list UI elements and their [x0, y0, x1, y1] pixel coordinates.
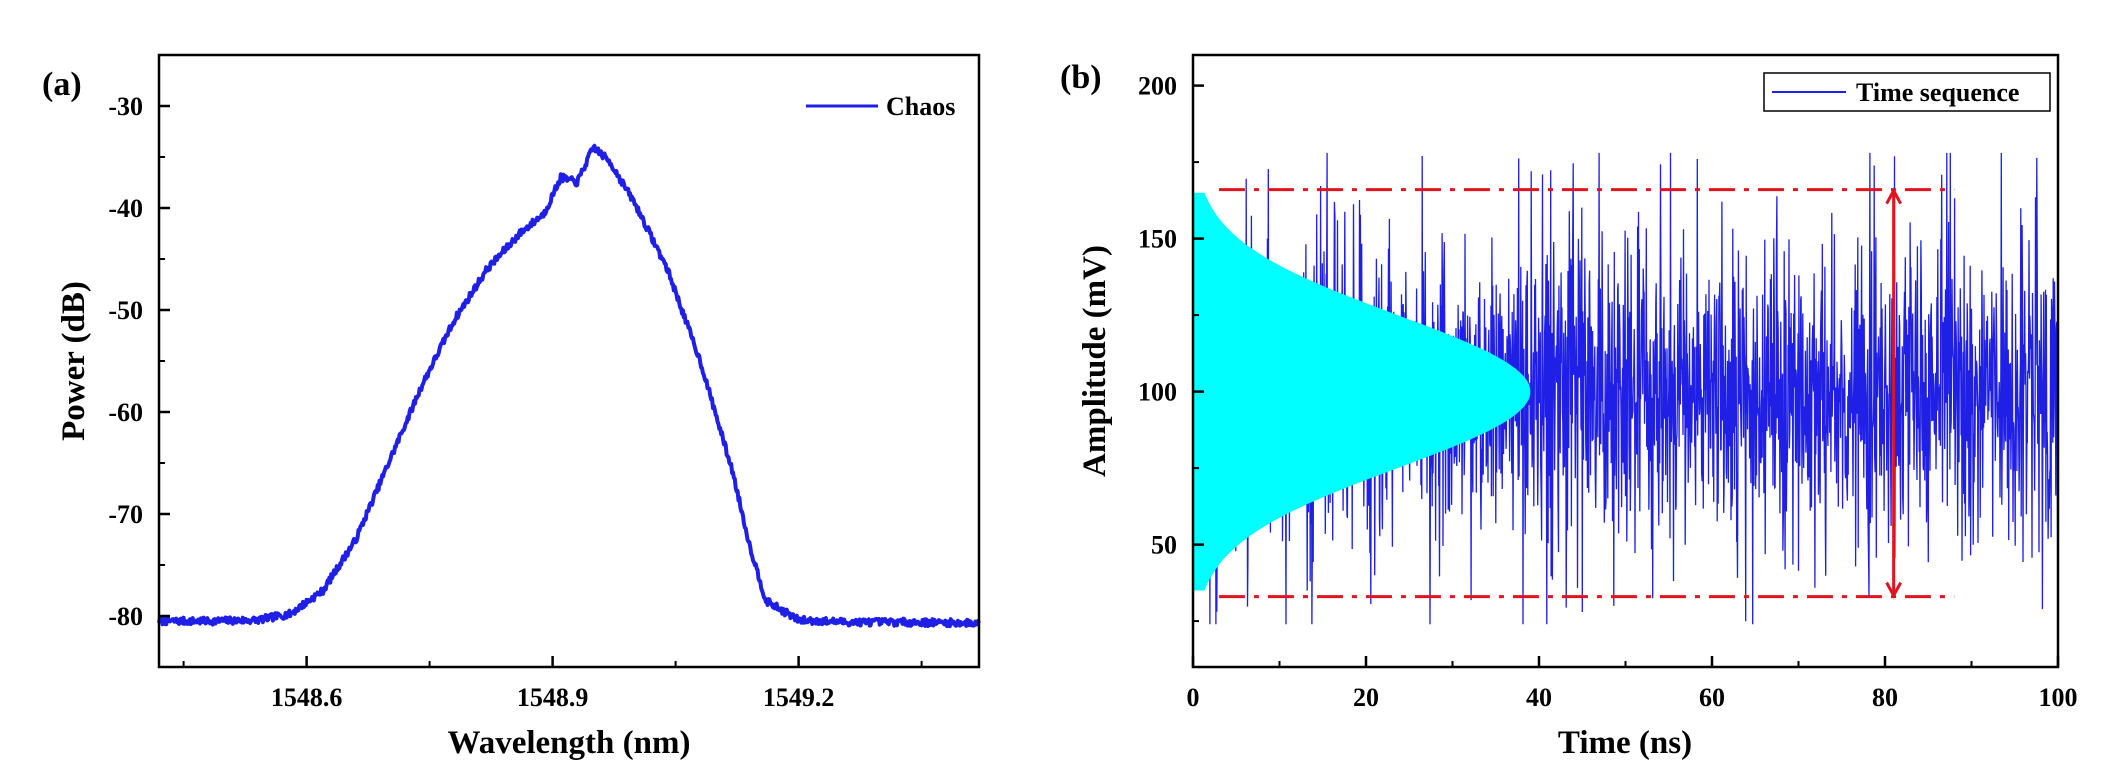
panel-b-y-tick-label: 200 — [1138, 72, 1177, 101]
panel-b-y-ticks: 50 100 150 200 — [1138, 72, 1204, 623]
panel-a-plot-content — [157, 143, 981, 629]
panel-a-x-ticks: 1548.6 1548.9 1549.2 — [182, 656, 923, 712]
panel-b-legend-label: Time sequence — [1856, 78, 2019, 107]
panel-b-y-tick-label: 100 — [1138, 378, 1177, 407]
panel-a-x-axis-label: Wavelength (nm) — [448, 725, 691, 761]
panel-a-x-tick-label: 1548.6 — [271, 683, 343, 712]
panel-b-y-tick-label: 150 — [1138, 225, 1177, 254]
panel-a-x-tick-label: 1548.9 — [517, 683, 589, 712]
panel-b-plot-content — [1192, 152, 2059, 625]
panel-a-y-tick-label: -30 — [108, 92, 143, 121]
panel-b-x-tick-label: 80 — [1872, 683, 1898, 712]
panel-a-frame — [157, 53, 981, 669]
panel-b-y-tick-label: 50 — [1151, 531, 1177, 560]
panel-b-x-tick-label: 20 — [1353, 683, 1379, 712]
panel-a-legend-label: Chaos — [886, 92, 955, 121]
panel-b-x-ticks: 0 20 40 60 80 100 — [1187, 656, 2078, 712]
panel-b-x-tick-label: 60 — [1699, 683, 1725, 712]
panel-b-x-tick-label: 0 — [1187, 683, 1200, 712]
panel-b-y-axis-label: Amplitude (mV) — [1077, 245, 1113, 477]
panel-a-spectrum-chart: (a) 1548.6 1548.9 1549.2 -80 -70 -60 -50 -40 -3… — [42, 53, 981, 761]
panel-a-label: (a) — [42, 66, 82, 103]
panel-a-y-ticks: -80 -70 -60 -50 -40 -30 — [108, 54, 170, 631]
panel-a-y-axis-label: Power (dB) — [56, 281, 92, 441]
panel-a-y-tick-label: -60 — [108, 398, 143, 427]
panel-b-time-sequence-chart: (b) 0 20 40 60 80 100 50 100 150 200 Time (ns) A… — [1060, 53, 2078, 761]
panel-b-range-arrowhead-top — [1885, 187, 1902, 205]
panel-a-y-tick-label: -80 — [108, 602, 143, 631]
panel-a-y-tick-label: -40 — [108, 194, 143, 223]
panel-b-range-arrowhead-bottom — [1885, 581, 1902, 599]
panel-b-amplitude-histogram — [1193, 192, 1531, 591]
panel-a-y-tick-label: -50 — [108, 296, 143, 325]
panel-b-x-axis-label: Time (ns) — [1558, 725, 1692, 761]
panel-a-x-tick-label: 1549.2 — [763, 683, 835, 712]
panel-a-legend: Chaos — [806, 92, 955, 121]
panel-b-label: (b) — [1060, 59, 1102, 96]
panel-b-x-tick-label: 100 — [2039, 683, 2078, 712]
panel-b-x-tick-label: 40 — [1526, 683, 1552, 712]
panel-a-series-chaos — [157, 143, 981, 629]
panel-b-legend: Time sequence — [1763, 72, 2051, 112]
panel-a-y-tick-label: -70 — [108, 500, 143, 529]
